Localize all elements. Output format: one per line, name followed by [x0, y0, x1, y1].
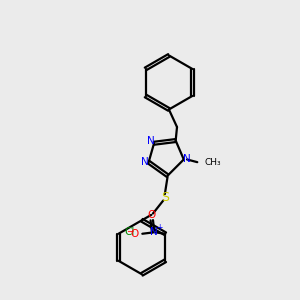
Text: CH₃: CH₃ — [204, 158, 221, 167]
Text: N: N — [150, 227, 158, 237]
Text: N: N — [141, 157, 148, 167]
Text: N: N — [183, 154, 191, 164]
Text: O: O — [130, 229, 139, 239]
Text: +: + — [156, 223, 162, 232]
Text: O: O — [148, 210, 156, 220]
Text: S: S — [161, 191, 169, 204]
Text: N: N — [147, 136, 155, 146]
Text: −: − — [126, 226, 133, 235]
Text: Cl: Cl — [124, 227, 134, 237]
